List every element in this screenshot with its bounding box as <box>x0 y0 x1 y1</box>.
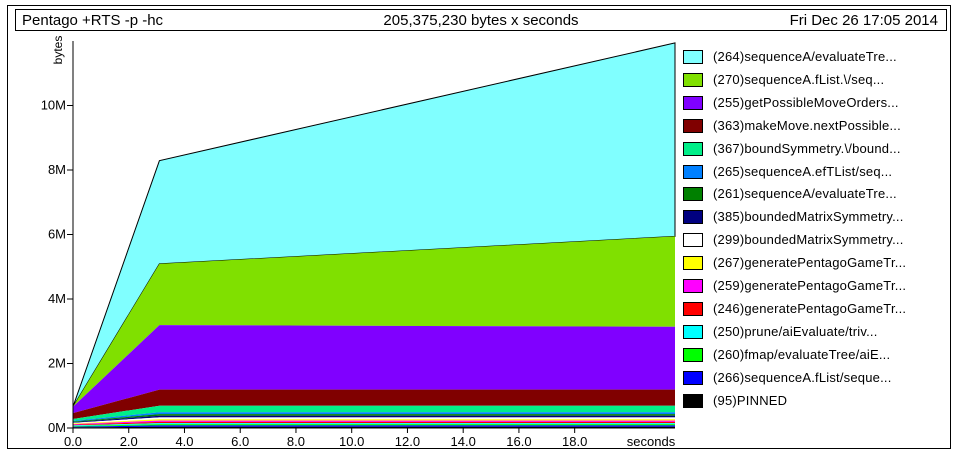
legend-label: (266)sequenceA.fList/seque... <box>713 369 892 385</box>
series-area-3 <box>73 424 675 427</box>
legend-label: (299)boundedMatrixSymmetry... <box>713 232 904 248</box>
header-bar: Pentago +RTS -p -hc 205,375,230 bytes x … <box>15 9 947 31</box>
legend-swatch <box>683 187 703 202</box>
legend-label: (261)sequenceA/evaluateTre... <box>713 186 897 202</box>
legend-item: (270)sequenceA.fList.\/seq... <box>683 71 945 91</box>
legend-item: (261)sequenceA/evaluateTre... <box>683 185 945 205</box>
series-area-9 <box>73 415 675 423</box>
legend-item: (265)sequenceA.efTList/seq... <box>683 163 945 183</box>
legend-swatch <box>683 279 703 293</box>
legend-swatch <box>683 118 703 133</box>
y-tick-label: 10M <box>41 98 66 113</box>
series-area-6 <box>73 420 675 425</box>
x-tick-label: 6.0 <box>231 434 249 449</box>
y-tick-label: 0M <box>48 420 66 435</box>
y-tick-label: 8M <box>48 162 66 177</box>
legend-swatch <box>683 393 703 408</box>
legend-swatch <box>683 95 703 110</box>
legend-item: (363)makeMove.nextPossible... <box>683 117 945 137</box>
legend-swatch <box>683 164 703 179</box>
legend-label: (267)generatePentagoGameTr... <box>713 255 907 271</box>
x-tick-label: 2.0 <box>120 434 138 449</box>
legend-label: (385)boundedMatrixSymmetry... <box>713 209 904 225</box>
x-tick-label: 14.0 <box>451 434 476 449</box>
legend-label: (260)fmap/evaluateTree/aiE... <box>713 346 891 362</box>
legend-label: (270)sequenceA.fList.\/seq... <box>713 71 885 87</box>
legend-item: (267)generatePentagoGameTr... <box>683 254 945 274</box>
series-area-8 <box>73 417 675 424</box>
legend-swatch <box>683 233 703 248</box>
series-area-13 <box>73 389 675 419</box>
legend-item: (255)getPossibleMoveOrders... <box>683 94 945 114</box>
legend-label: (259)generatePentagoGameTr... <box>713 278 907 293</box>
x-tick-label: 10.0 <box>339 434 364 449</box>
legend-swatch <box>683 256 703 271</box>
legend-swatch <box>683 141 703 156</box>
legend-item: (266)sequenceA.fList/seque... <box>683 369 945 389</box>
legend-swatch <box>683 347 703 362</box>
x-axis-label: seconds <box>627 434 676 449</box>
legend-label: (264)sequenceA/evaluateTre... <box>713 49 897 64</box>
legend-label: (246)generatePentagoGameTr... <box>713 300 907 316</box>
series-area-15 <box>73 236 675 407</box>
legend-label: (250)prune/aiEvaluate/triv... <box>713 323 878 339</box>
series-area-7 <box>73 419 675 425</box>
legend-label: (95)PINNED <box>713 392 788 408</box>
y-tick-label: 2M <box>48 356 66 371</box>
program-title: Pentago +RTS -p -hc <box>22 12 164 29</box>
x-tick-label: 4.0 <box>175 434 193 449</box>
legend-swatch <box>683 324 703 339</box>
legend-swatch <box>683 210 703 225</box>
legend-item: (385)boundedMatrixSymmetry... <box>683 208 945 228</box>
axes: 0M 2M 4M 6M 8M 10M 0.0 2.0 4.0 6.0 8.0 10.0 12.0 14.0… <box>41 36 676 449</box>
series-area-14 <box>73 325 675 414</box>
legend-item: (299)boundedMatrixSymmetry... <box>683 231 945 251</box>
legend-label: (367)boundSymmetry.\/bound... <box>713 140 901 156</box>
legend-item: (250)prune/aiEvaluate/triv... <box>683 323 945 343</box>
legend-swatch <box>683 72 703 87</box>
x-tick-label: 12.0 <box>395 434 420 449</box>
legend-label: (265)sequenceA.efTList/seq... <box>713 163 893 179</box>
total-usage: 205,375,230 bytes x seconds <box>383 12 579 29</box>
series-area-2 <box>73 425 675 428</box>
series-area-12 <box>73 405 675 421</box>
run-date: Fri Dec 26 17:05 2014 <box>789 12 938 29</box>
legend-item: (367)boundSymmetry.\/bound... <box>683 140 945 160</box>
legend-swatch <box>683 50 703 64</box>
series-area-4 <box>73 423 675 427</box>
y-axis-label: bytes <box>51 36 65 65</box>
x-tick-label: 8.0 <box>287 434 305 449</box>
y-tick-label: 4M <box>48 291 66 306</box>
legend-item: (259)generatePentagoGameTr... <box>683 277 945 297</box>
legend-label: (255)getPossibleMoveOrders... <box>713 94 899 110</box>
legend-item: (95)PINNED <box>683 392 945 412</box>
x-tick-label: 16.0 <box>506 434 531 449</box>
legend-item: (264)sequenceA/evaluateTre... <box>683 48 945 68</box>
x-tick-label: 0.0 <box>64 434 82 449</box>
legend-item: (246)generatePentagoGameTr... <box>683 300 945 320</box>
legend-swatch <box>683 301 703 316</box>
series-area-5 <box>73 421 675 426</box>
x-tick-label: 18.0 <box>562 434 587 449</box>
legend-item: (260)fmap/evaluateTree/aiE... <box>683 346 945 366</box>
y-tick-label: 6M <box>48 227 66 242</box>
series-area-11 <box>73 412 675 422</box>
legend-label: (363)makeMove.nextPossible... <box>713 117 901 133</box>
legend-swatch <box>683 370 703 385</box>
